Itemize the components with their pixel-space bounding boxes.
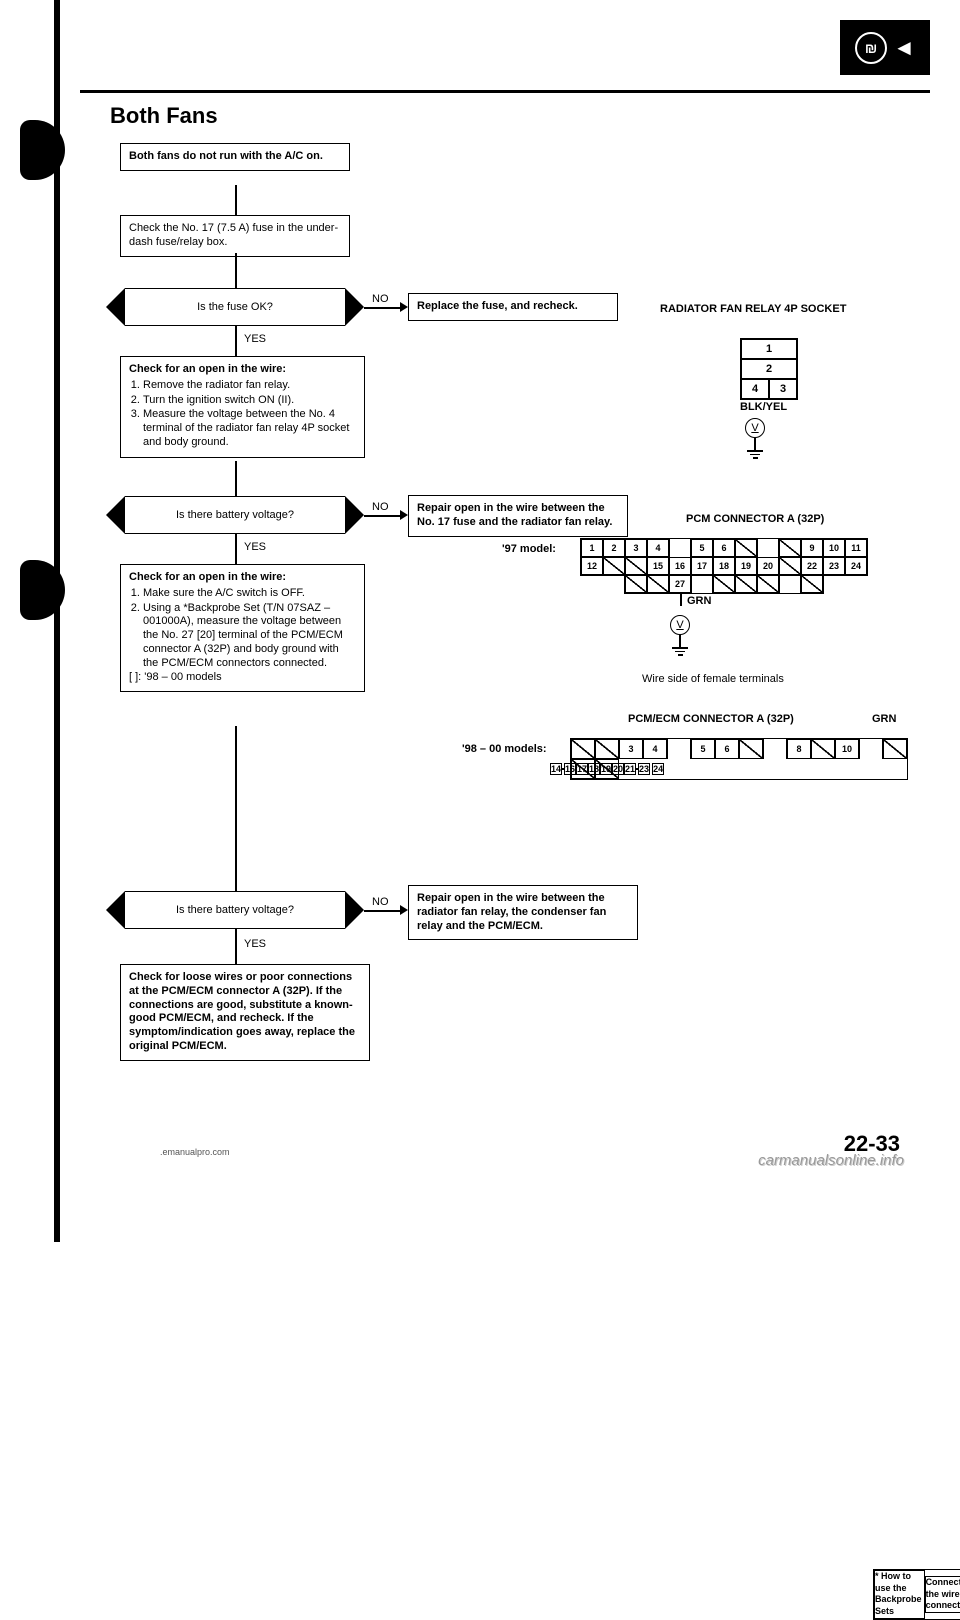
no-label: NO <box>370 896 391 908</box>
connector <box>235 534 237 564</box>
connector <box>364 515 402 517</box>
backprobe-title: * How to use the Backprobe Sets <box>874 1570 925 1619</box>
connector <box>235 929 237 964</box>
wire-side-label: Wire side of female terminals <box>640 673 786 685</box>
model-98-label: '98 – 00 models: <box>460 743 549 755</box>
start-box: Both fans do not run with the A/C on. <box>120 143 350 171</box>
relay-socket-diagram: 1 2 4 3 <box>740 338 798 400</box>
arrow-icon <box>400 905 408 915</box>
watermark: carmanualsonline.info <box>758 1152 904 1169</box>
binding-graphic <box>0 0 60 1242</box>
check-open-1-title: Check for an open in the wire: <box>129 363 286 375</box>
backprobe-body: Connect the backprobe adapters to the st… <box>925 1576 960 1613</box>
content-area: Both fans do not run with the A/C on. Ch… <box>80 143 930 1173</box>
connector-grid-98: 3456810 141617181920212324 262728293032 … <box>570 738 908 780</box>
page-title: Both Fans <box>110 103 930 129</box>
decision-voltage-2: Is there battery voltage? <box>125 891 345 929</box>
check-open-1-list: Remove the radiator fan relay. Turn the … <box>143 379 356 450</box>
arrow-icon <box>400 302 408 312</box>
wire-color-label: BLK/YEL <box>738 401 789 413</box>
replace-fuse-box: Replace the fuse, and recheck. <box>408 293 618 321</box>
connector <box>235 185 237 215</box>
yes-label: YES <box>242 541 268 553</box>
page: ₪ ◄ Both Fans Both fans do not run with … <box>0 0 960 1242</box>
check-open-2-box: Check for an open in the wire: Make sure… <box>120 564 365 692</box>
repair-1-box: Repair open in the wire between the No. … <box>408 495 628 537</box>
corner-symbol: ₪ <box>855 32 887 64</box>
check-fuse-box: Check the No. 17 (7.5 A) fuse in the und… <box>120 215 350 257</box>
ground-symbol: V <box>745 418 765 459</box>
connector <box>364 910 402 912</box>
decision-voltage-1: Is there battery voltage? <box>125 496 345 534</box>
yes-label: YES <box>242 333 268 345</box>
socket-title: RADIATOR FAN RELAY 4P SOCKET <box>660 303 846 315</box>
check-open-1-box: Check for an open in the wire: Remove th… <box>120 356 365 458</box>
pcm-ecm-connector-title: PCM/ECM CONNECTOR A (32P) <box>628 713 794 725</box>
final-box: Check for loose wires or poor connection… <box>120 964 370 1061</box>
footer-url: .emanualpro.com <box>160 1147 230 1157</box>
yes-label: YES <box>242 938 268 950</box>
connector <box>235 726 237 891</box>
connector <box>235 461 237 496</box>
repair-2-box: Repair open in the wire between the radi… <box>408 885 638 940</box>
check-open-2-list: Make sure the A/C switch is OFF. Using a… <box>143 587 356 671</box>
pcm-connector-title: PCM CONNECTOR A (32P) <box>686 513 824 525</box>
corner-arrow: ◄ <box>893 35 915 61</box>
grn-label: GRN <box>870 713 898 725</box>
connector <box>364 307 402 309</box>
check-open-2-title: Check for an open in the wire: <box>129 571 286 583</box>
model-97-label: '97 model: <box>500 543 558 555</box>
grn-label: GRN <box>685 595 713 607</box>
decision-fuse-ok: Is the fuse OK? <box>125 288 345 326</box>
connector-grid-97: 12345691011 12151617181920222324 <box>580 538 868 576</box>
connector <box>680 592 682 606</box>
ground-symbol: V <box>670 615 690 656</box>
header-rule <box>80 90 930 93</box>
no-label: NO <box>370 293 391 305</box>
arrow-icon <box>400 510 408 520</box>
corner-badge: ₪ ◄ <box>840 20 930 75</box>
backprobe-note: * How to use the Backprobe Sets Connect … <box>873 1569 960 1620</box>
connector <box>235 253 237 288</box>
no-label: NO <box>370 501 391 513</box>
connector <box>235 326 237 356</box>
connector-grid-97-row3: 27 <box>624 574 824 594</box>
